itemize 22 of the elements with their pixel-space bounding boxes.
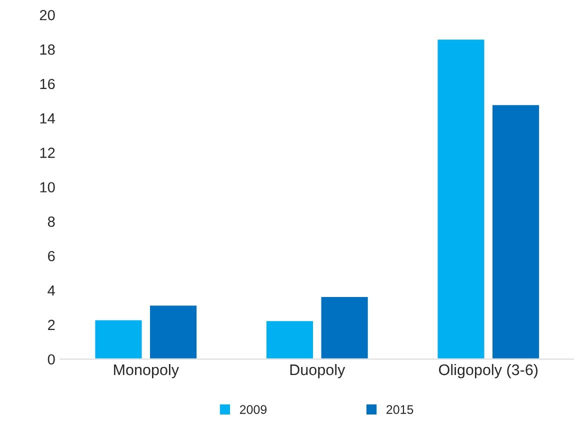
y-tick-label: 8 <box>48 216 55 227</box>
x-tick-label: Duopoly <box>290 364 346 378</box>
legend-label: 2009 <box>240 405 267 414</box>
bar <box>265 320 314 360</box>
x-tick-label: Monopoly <box>114 364 179 378</box>
legend-label: 2015 <box>386 405 414 414</box>
y-tick-label: 14 <box>40 113 55 124</box>
y-tick-label: 12 <box>40 148 55 158</box>
bar <box>436 38 486 360</box>
y-tick-label: 20 <box>40 10 55 20</box>
bar <box>320 296 370 360</box>
x-tick-label: Oligopoly (3-6) <box>439 364 538 378</box>
y-tick-label: 10 <box>40 182 55 192</box>
y-tick-label: 0 <box>48 354 55 365</box>
bar <box>94 318 144 360</box>
y-tick-label: 18 <box>40 44 55 55</box>
bar <box>491 104 540 360</box>
y-tick-label: 4 <box>48 286 55 296</box>
y-tick-label: 2 <box>48 320 55 330</box>
bar <box>148 304 198 360</box>
y-tick-label: 16 <box>40 78 55 90</box>
y-tick-label: 6 <box>48 250 55 262</box>
